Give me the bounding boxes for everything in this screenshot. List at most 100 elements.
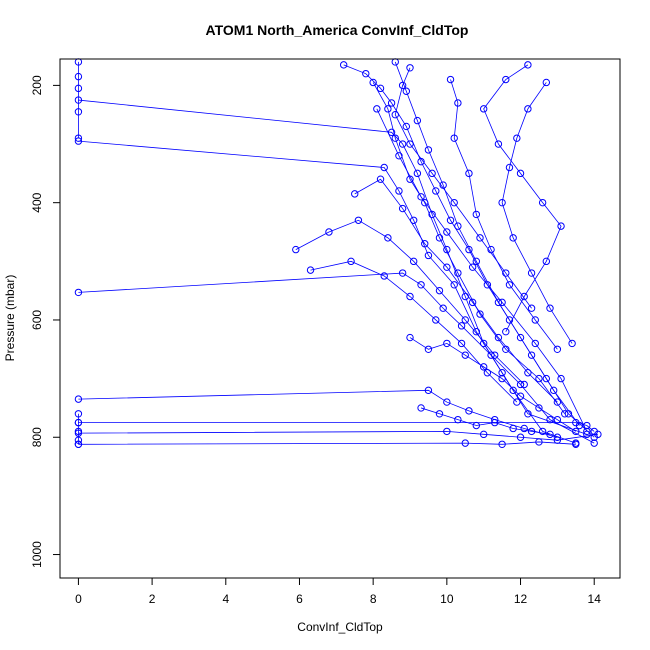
data-point (421, 198, 429, 207)
data-point (535, 404, 543, 412)
data-point (424, 345, 433, 353)
data-point (468, 298, 477, 307)
data-point (435, 286, 444, 295)
data-point (74, 108, 83, 116)
series-line (354, 178, 558, 403)
data-point (542, 78, 551, 87)
data-point (590, 439, 598, 447)
profile-series (339, 61, 584, 430)
data-point (384, 105, 392, 113)
data-point (454, 222, 462, 230)
y-tick-label: 600 (30, 310, 44, 330)
profile-series (446, 75, 562, 353)
profile-series (74, 58, 83, 142)
data-point (472, 210, 481, 219)
data-point (380, 163, 388, 172)
data-point (542, 374, 551, 383)
data-point (413, 169, 422, 178)
x-tick-label: 14 (588, 592, 602, 606)
data-point (454, 415, 462, 424)
data-point (590, 433, 598, 441)
data-point (74, 427, 83, 436)
profile-series (292, 216, 528, 389)
data-point (553, 345, 562, 353)
data-point (498, 440, 506, 448)
x-tick-label: 4 (222, 592, 229, 606)
data-point (531, 339, 539, 348)
data-point (406, 64, 414, 72)
data-point (74, 72, 83, 81)
series-line (295, 219, 525, 385)
data-point (424, 251, 433, 260)
y-tick-label: 200 (30, 75, 44, 95)
data-point (557, 374, 565, 383)
data-point (450, 134, 458, 142)
data-point (435, 410, 444, 418)
data-point (409, 216, 418, 224)
data-point (454, 99, 462, 107)
series-line (78, 389, 558, 438)
data-point (502, 327, 510, 336)
data-point (535, 438, 543, 446)
data-point (527, 304, 536, 312)
data-point (391, 111, 399, 119)
data-point (502, 269, 510, 277)
data-point (428, 169, 436, 178)
data-point (465, 407, 473, 415)
data-point (572, 440, 580, 448)
x-axis-label: ConvInf_CldTop (297, 620, 383, 634)
data-point (472, 421, 481, 430)
data-point (446, 216, 455, 224)
series-line (78, 140, 587, 435)
data-point (417, 281, 425, 289)
data-point (520, 380, 528, 389)
data-point (369, 78, 377, 87)
y-tick-label: 800 (30, 427, 44, 447)
data-point (538, 198, 547, 207)
profile-series (74, 410, 83, 448)
data-point (74, 84, 83, 93)
data-point (457, 322, 466, 330)
data-point (476, 310, 484, 318)
data-point (516, 169, 525, 178)
data-point (387, 99, 396, 107)
series-line (78, 272, 595, 444)
x-tick-label: 8 (370, 592, 377, 606)
series-line (343, 64, 580, 426)
data-point (479, 430, 488, 439)
data-point (380, 272, 388, 280)
data-point (502, 75, 510, 84)
data-point (432, 187, 440, 195)
data-point (424, 146, 433, 154)
x-tick-label: 6 (296, 592, 303, 606)
profile-series (417, 404, 554, 439)
data-point (74, 410, 83, 418)
data-point (398, 140, 407, 148)
data-point (557, 222, 565, 230)
data-point (406, 333, 414, 342)
series-line (450, 79, 558, 350)
data-point (74, 395, 83, 403)
data-point (472, 327, 481, 336)
x-axis: 0 2 4 6 8 10 12 14 (75, 577, 602, 606)
x-tick-label: 2 (149, 592, 156, 606)
data-point (494, 140, 503, 148)
data-point (325, 228, 333, 236)
data-point (494, 333, 503, 342)
data-point (443, 263, 451, 271)
y-axis-label: Pressure (mbar) (3, 275, 17, 362)
data-point (402, 122, 411, 131)
profile-series (74, 96, 580, 447)
series-line (372, 82, 566, 415)
data-point (435, 234, 444, 242)
x-tick-label: 12 (514, 592, 528, 606)
series-line (409, 337, 577, 432)
data-point (413, 116, 422, 125)
data-point (509, 234, 517, 242)
data-point (479, 339, 488, 348)
data-point (74, 418, 83, 427)
data-point (535, 374, 543, 383)
data-point (421, 240, 429, 248)
data-point (432, 316, 440, 324)
